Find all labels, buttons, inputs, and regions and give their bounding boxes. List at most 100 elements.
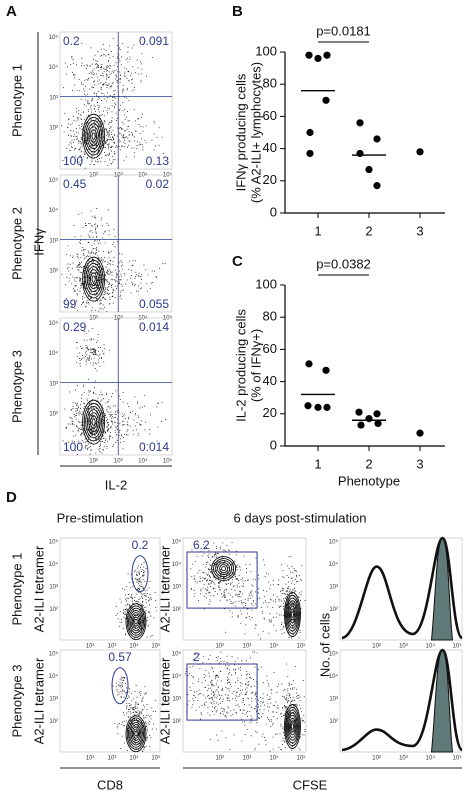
event-dot — [302, 680, 304, 681]
event-dot — [214, 571, 216, 572]
event-dot — [101, 124, 103, 126]
event-dot — [146, 636, 148, 638]
event-dot — [86, 132, 87, 134]
event-dot — [189, 686, 191, 688]
event-dot — [72, 90, 73, 91]
event-dot — [289, 597, 290, 599]
event-dot — [269, 720, 270, 722]
event-dot — [219, 695, 221, 697]
contour — [286, 597, 299, 632]
row-label: Phenotype 2 — [9, 207, 24, 280]
event-dot — [215, 711, 217, 713]
event-dot — [94, 435, 96, 436]
event-dot — [296, 604, 298, 606]
contour — [286, 709, 299, 744]
event-dot — [86, 143, 88, 145]
x-tick-label: 10⁴ — [269, 755, 279, 762]
event-dot — [262, 693, 264, 695]
event-dot — [95, 294, 97, 296]
event-dot — [141, 605, 143, 607]
event-dot — [83, 301, 84, 303]
event-dot — [244, 734, 246, 736]
event-dot — [81, 272, 82, 274]
event-dot — [214, 554, 216, 555]
event-dot — [75, 389, 76, 391]
x-tick-label: 10⁵ — [296, 643, 306, 650]
event-dot — [90, 339, 92, 341]
event-dot — [77, 119, 79, 121]
event-dot — [203, 548, 205, 550]
event-dot — [208, 553, 210, 555]
event-dot — [94, 267, 96, 268]
event-dot — [104, 231, 105, 233]
event-dot — [298, 714, 300, 716]
event-dot — [145, 421, 147, 423]
event-dot — [137, 574, 139, 576]
event-dot — [191, 707, 193, 708]
event-dot — [80, 142, 82, 144]
event-dot — [292, 680, 294, 681]
event-dot — [247, 716, 248, 717]
event-dot — [230, 600, 232, 602]
event-dot — [116, 410, 118, 412]
event-dot — [98, 149, 99, 151]
event-dot — [76, 267, 78, 268]
event-dot — [104, 161, 106, 163]
event-dot — [99, 303, 101, 305]
event-dot — [132, 709, 134, 711]
event-dot — [110, 426, 112, 428]
event-dot — [283, 714, 284, 716]
event-dot — [107, 261, 109, 263]
event-dot — [99, 357, 101, 359]
event-dot — [102, 261, 104, 263]
event-dot — [110, 263, 111, 265]
event-dot — [80, 408, 81, 409]
data-point — [322, 366, 330, 374]
event-dot — [121, 261, 123, 263]
contour — [130, 612, 142, 632]
event-dot — [254, 747, 256, 749]
event-dot — [124, 589, 126, 591]
event-dot — [82, 84, 84, 86]
event-dot — [95, 135, 97, 137]
event-dot — [105, 292, 107, 294]
x-tick-label: 10⁵ — [151, 643, 161, 650]
event-dot — [100, 67, 101, 69]
event-dot — [100, 87, 102, 89]
event-dot — [120, 684, 122, 686]
event-dot — [94, 164, 95, 166]
event-dot — [103, 361, 105, 363]
event-dot — [84, 153, 85, 155]
event-dot — [109, 252, 111, 254]
event-dot — [85, 85, 87, 87]
event-dot — [205, 577, 207, 579]
event-dot — [99, 146, 101, 148]
event-dot — [128, 418, 129, 420]
event-dot — [91, 428, 93, 430]
event-dot — [95, 407, 97, 409]
event-dot — [93, 352, 95, 354]
event-dot — [209, 576, 210, 578]
event-dot — [131, 707, 133, 709]
event-dot — [82, 266, 84, 268]
event-dot — [295, 696, 297, 698]
event-dot — [90, 106, 92, 108]
event-dot — [126, 97, 128, 99]
event-dot — [74, 77, 76, 79]
event-dot — [134, 706, 136, 707]
event-dot — [253, 601, 255, 603]
event-dot — [85, 223, 86, 224]
event-dot — [261, 716, 262, 718]
event-dot — [94, 121, 96, 123]
event-dot — [137, 749, 139, 751]
event-dot — [286, 694, 288, 696]
event-dot — [94, 438, 96, 439]
event-dot — [75, 285, 77, 287]
y-tick-label: 10³ — [172, 585, 181, 591]
event-dot — [123, 137, 124, 139]
event-dot — [92, 145, 93, 147]
event-dot — [198, 678, 200, 680]
event-dot — [98, 425, 100, 427]
event-dot — [121, 684, 123, 686]
event-dot — [139, 714, 141, 716]
